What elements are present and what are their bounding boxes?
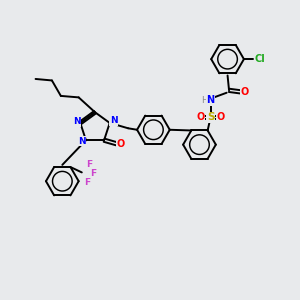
Text: O: O [116, 139, 124, 149]
Text: N: N [207, 95, 215, 106]
Text: S: S [207, 112, 214, 122]
Text: H: H [201, 96, 208, 105]
Text: N: N [110, 116, 117, 125]
Text: F: F [84, 178, 90, 187]
Text: O: O [196, 112, 204, 122]
Text: F: F [86, 160, 92, 169]
Text: N: N [78, 137, 86, 146]
Text: O: O [217, 112, 225, 122]
Text: N: N [73, 117, 80, 126]
Text: O: O [240, 87, 249, 97]
Text: F: F [90, 169, 96, 178]
Text: Cl: Cl [255, 54, 266, 64]
